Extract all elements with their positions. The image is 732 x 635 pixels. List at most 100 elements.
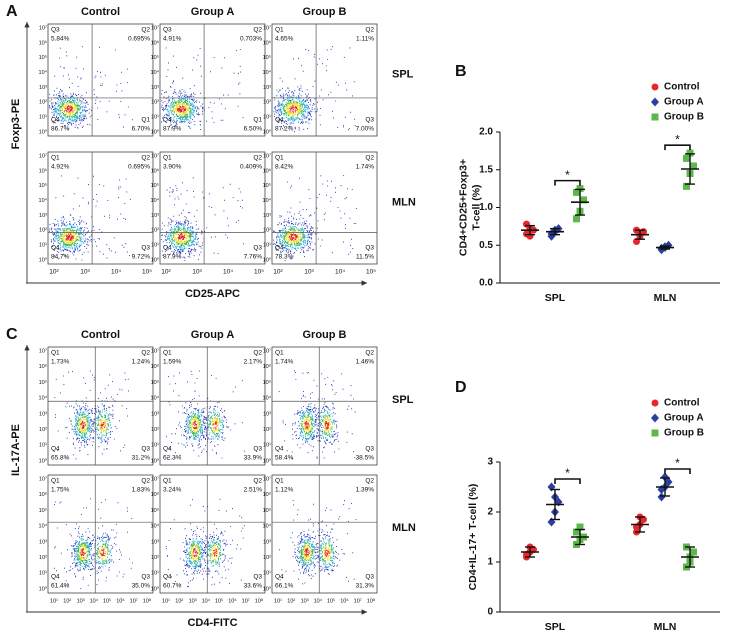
quadrant-name: Q2 bbox=[365, 478, 374, 485]
plot-frame bbox=[159, 23, 266, 137]
data-point bbox=[690, 548, 697, 556]
event-dots bbox=[192, 548, 218, 558]
data-point bbox=[661, 472, 669, 482]
legend-marker bbox=[651, 413, 659, 423]
quadrant-name: Q2 bbox=[141, 350, 150, 357]
y-tick-label: 10³ bbox=[151, 213, 159, 219]
quadrant-percent: 65.8% bbox=[51, 455, 70, 462]
y-tick-label: 0.5 bbox=[479, 240, 493, 251]
x-tick-label: 10² bbox=[273, 269, 283, 276]
quadrant-percent: 0.695% bbox=[128, 36, 150, 43]
quadrant-name: Q4 bbox=[163, 446, 172, 453]
quadrant-percent: 62.3% bbox=[163, 455, 182, 462]
quadrant-name: Q2 bbox=[141, 155, 150, 162]
x-tick-label: 10² bbox=[63, 598, 71, 604]
event-dots bbox=[161, 47, 244, 131]
quadrant-name: Q1 bbox=[275, 350, 284, 357]
quadrant-name: Q1 bbox=[275, 478, 284, 485]
y-tick-label: 10³ bbox=[39, 213, 47, 219]
y-tick-label: 10⁰ bbox=[39, 585, 48, 592]
event-dots bbox=[80, 548, 106, 557]
y-tick-label: 10¹ bbox=[39, 443, 47, 449]
y-tick-label: 10⁶ bbox=[39, 167, 47, 174]
y-tick-label: 10³ bbox=[151, 539, 159, 545]
quadrant-name: Q4 bbox=[51, 446, 60, 453]
y-tick-label: 0.0 bbox=[479, 278, 493, 289]
x-tick-label: 10³ bbox=[304, 269, 314, 276]
y-tick-label: 10⁷ bbox=[151, 347, 159, 354]
quadrant-percent: 1.11% bbox=[356, 36, 374, 43]
significance-bracket bbox=[554, 179, 581, 186]
event-dots bbox=[80, 420, 106, 430]
x-tick-label: 10² bbox=[161, 269, 171, 276]
y-tick-label: 10⁵ bbox=[151, 54, 159, 61]
y-tick-label: 10⁶ bbox=[39, 491, 47, 498]
event-dots bbox=[192, 420, 218, 430]
event-dots bbox=[165, 498, 245, 588]
legend-label: Group A bbox=[664, 97, 704, 108]
legend-marker bbox=[651, 113, 659, 121]
quadrant-name: Q1 bbox=[51, 155, 60, 162]
x-tick-label: 10⁴ bbox=[335, 269, 345, 276]
quadrant-name: Q4 bbox=[51, 574, 60, 581]
column-header: Control bbox=[81, 6, 120, 18]
event-dots bbox=[288, 233, 298, 241]
y-tick-label: 10⁷ bbox=[151, 24, 159, 31]
x-tick-label: 10¹ bbox=[274, 598, 282, 604]
quadrant-name: Q2 bbox=[365, 27, 374, 34]
significance-label: * bbox=[565, 466, 570, 480]
y-tick-label: 10⁵ bbox=[263, 507, 271, 514]
y-tick-label: 10⁵ bbox=[39, 507, 47, 514]
x-tick-label: 10⁴ bbox=[90, 597, 99, 604]
y-tick-label: 10⁶ bbox=[263, 363, 271, 370]
y-tick-label: 10³ bbox=[39, 85, 47, 91]
row-label: MLN bbox=[392, 196, 416, 208]
quadrant-name: Q4 bbox=[51, 117, 60, 124]
plot-frame bbox=[159, 346, 266, 466]
y-tick-label: 10² bbox=[39, 427, 47, 433]
quadrant-percent: 1.83% bbox=[132, 487, 151, 494]
quadrant-percent: 35.0% bbox=[132, 583, 151, 590]
y-tick-label: 10⁵ bbox=[39, 182, 47, 189]
quadrant-name: Q4 bbox=[275, 245, 284, 252]
x-tick-label: 10⁴ bbox=[314, 597, 323, 604]
y-tick-label: 10⁰ bbox=[39, 457, 48, 464]
legend-label: Group B bbox=[664, 112, 704, 123]
plot-frame bbox=[159, 151, 266, 265]
quadrant-percent: 9.72% bbox=[132, 254, 151, 261]
quadrant-percent: 61.4% bbox=[51, 583, 70, 590]
quadrant-name: Q4 bbox=[163, 574, 172, 581]
quadrant-name: Q4 bbox=[51, 245, 60, 252]
significance-label: * bbox=[565, 168, 570, 182]
quadrant-percent: 5.84% bbox=[51, 36, 70, 43]
y-tick-label: 10⁷ bbox=[39, 152, 47, 159]
event-dots bbox=[76, 413, 110, 437]
row-label: SPL bbox=[392, 394, 414, 406]
quadrant-percent: 8.42% bbox=[275, 164, 294, 171]
quadrant-name: Q1 bbox=[253, 117, 262, 124]
y-tick-label: 10¹ bbox=[263, 571, 271, 577]
event-dots bbox=[302, 416, 331, 433]
event-dots bbox=[54, 96, 85, 122]
quadrant-name: Q2 bbox=[253, 478, 262, 485]
y-axis-label: CD4+CD25+Foxp3+ bbox=[457, 159, 469, 256]
x-tick-label: 10³ bbox=[189, 598, 197, 604]
y-tick-label: 10¹ bbox=[151, 443, 159, 449]
quadrant-name: Q3 bbox=[141, 446, 150, 453]
y-tick-label: 10⁰ bbox=[263, 585, 272, 592]
x-tick-label: 10² bbox=[49, 269, 59, 276]
event-dots bbox=[285, 102, 301, 116]
quadrant-name: Q3 bbox=[365, 117, 374, 124]
event-dots bbox=[64, 105, 74, 113]
quadrant-name: Q1 bbox=[163, 350, 172, 357]
quadrant-percent: 1.39% bbox=[356, 487, 375, 494]
y-tick-label: 10⁰ bbox=[263, 128, 272, 135]
y-tick-label: 10¹ bbox=[263, 243, 271, 249]
y-tick-label: 10⁶ bbox=[39, 39, 47, 46]
quadrant-percent: 0.409% bbox=[240, 164, 262, 171]
quadrant-percent: 33.9% bbox=[244, 455, 263, 462]
column-header: Group B bbox=[303, 6, 347, 18]
data-point bbox=[573, 188, 580, 196]
x-tick-label: 10⁵ bbox=[254, 269, 264, 276]
x-tick-label: 10² bbox=[175, 598, 183, 604]
